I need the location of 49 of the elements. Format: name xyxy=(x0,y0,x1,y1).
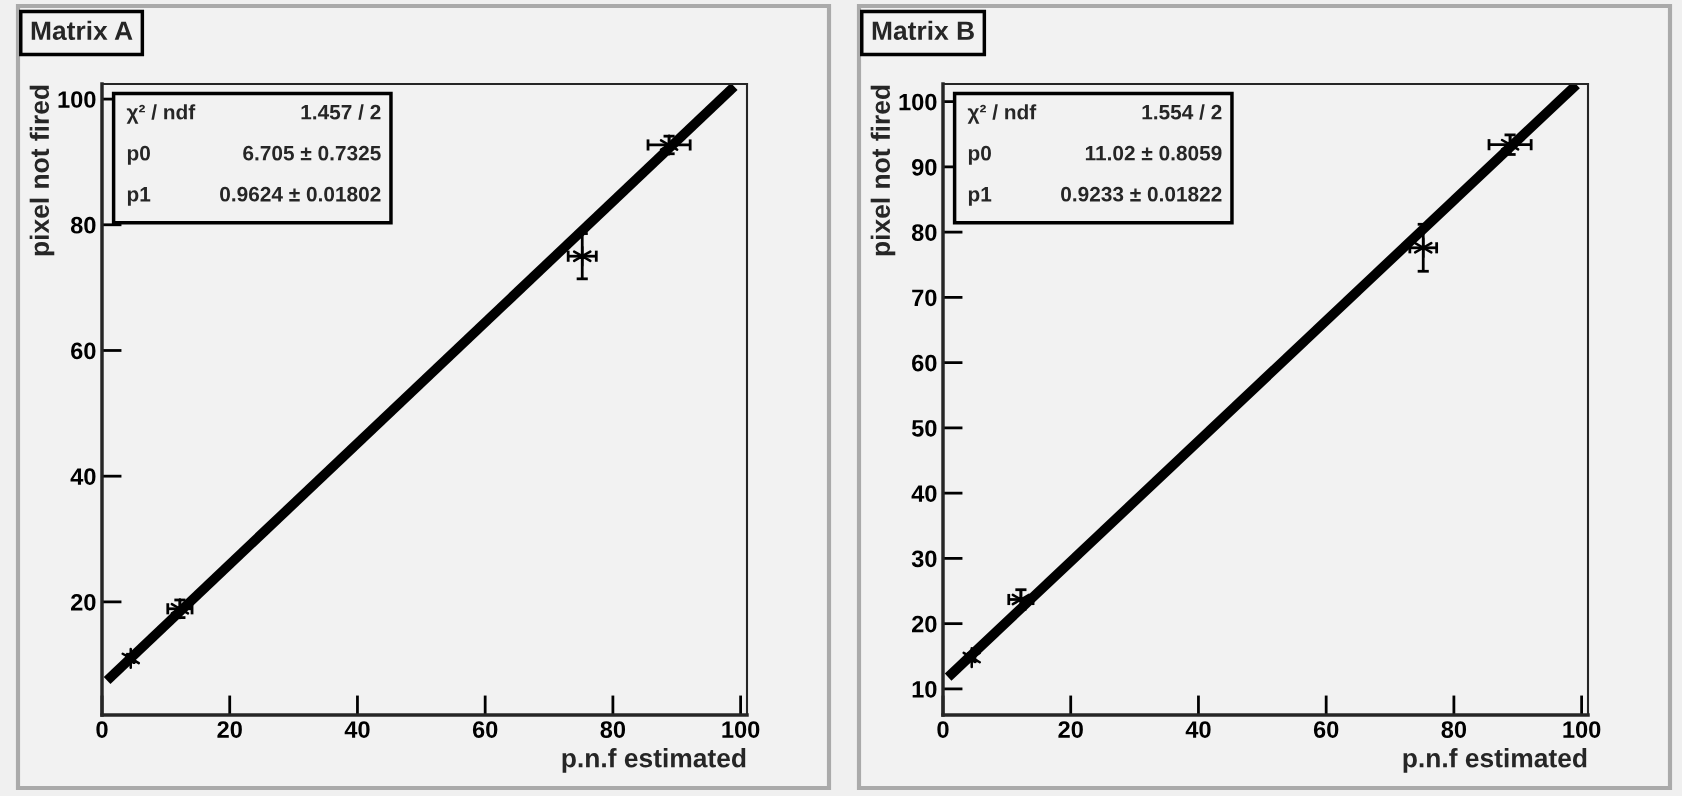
annotation: 1.554 / 2 xyxy=(1142,104,1222,120)
annotation: 6.705 ± 0.7325 xyxy=(243,145,381,161)
y-tick-label: 10 xyxy=(912,680,937,698)
x-tick-label: 40 xyxy=(1185,721,1211,738)
x-tick-label: 0 xyxy=(96,721,108,738)
annotation: 11.02 ± 0.8059 xyxy=(1085,145,1222,161)
annotation: p0 xyxy=(127,145,150,165)
x-tick-label: 100 xyxy=(722,721,760,738)
x-tick-label: 60 xyxy=(1313,721,1339,738)
y-tick-label: 100 xyxy=(899,93,937,111)
annotation: χ² / ndf xyxy=(967,104,1037,124)
point xyxy=(962,647,982,669)
y-tick-label: 80 xyxy=(70,216,96,234)
x-tick-label: 20 xyxy=(1058,721,1083,738)
x-axis-title: p.n.f estimated xyxy=(1403,748,1587,773)
point xyxy=(1413,237,1433,259)
y-tick-label: 30 xyxy=(911,550,937,568)
y-tick-label: 100 xyxy=(58,91,96,108)
chart-title: Matrix A xyxy=(31,20,133,41)
x-tick-label: 80 xyxy=(600,721,626,738)
y-axis-title: pixel not fired xyxy=(29,85,55,256)
y-axis-title: pixel not fired xyxy=(870,85,896,256)
y-tick-label: 60 xyxy=(71,342,96,360)
annotation: 0.9624 ± 0.01802 xyxy=(220,186,381,202)
annotation: p1 xyxy=(968,187,992,206)
x-tick-label: 60 xyxy=(472,721,498,738)
chart-title: Matrix B xyxy=(872,20,974,41)
x-tick-label: 0 xyxy=(937,721,949,738)
point xyxy=(572,245,592,267)
y-tick-label: 50 xyxy=(911,419,937,437)
point xyxy=(121,647,141,669)
y-tick-label: 40 xyxy=(70,468,96,485)
y-tick-label: 70 xyxy=(912,289,937,307)
y-tick-label: 80 xyxy=(911,224,937,241)
annotation: p0 xyxy=(968,145,991,165)
x-tick-label: 80 xyxy=(1441,721,1467,738)
annotation: 1.457 / 2 xyxy=(301,104,381,120)
annotation: p1 xyxy=(127,187,151,206)
y-tick-label: 40 xyxy=(911,485,937,502)
x-tick-label: 20 xyxy=(217,721,242,738)
y-tick-label: 20 xyxy=(71,593,96,611)
annotation: χ² / ndf xyxy=(126,104,196,124)
y-tick-label: 60 xyxy=(912,354,937,372)
annotation: 0.9233 ± 0.01822 xyxy=(1061,186,1222,202)
x-tick-label: 40 xyxy=(344,721,370,738)
x-tick-label: 100 xyxy=(1563,721,1601,738)
x-axis-title: p.n.f estimated xyxy=(562,748,746,773)
y-tick-label: 20 xyxy=(912,615,937,633)
y-tick-label: 90 xyxy=(912,158,937,176)
